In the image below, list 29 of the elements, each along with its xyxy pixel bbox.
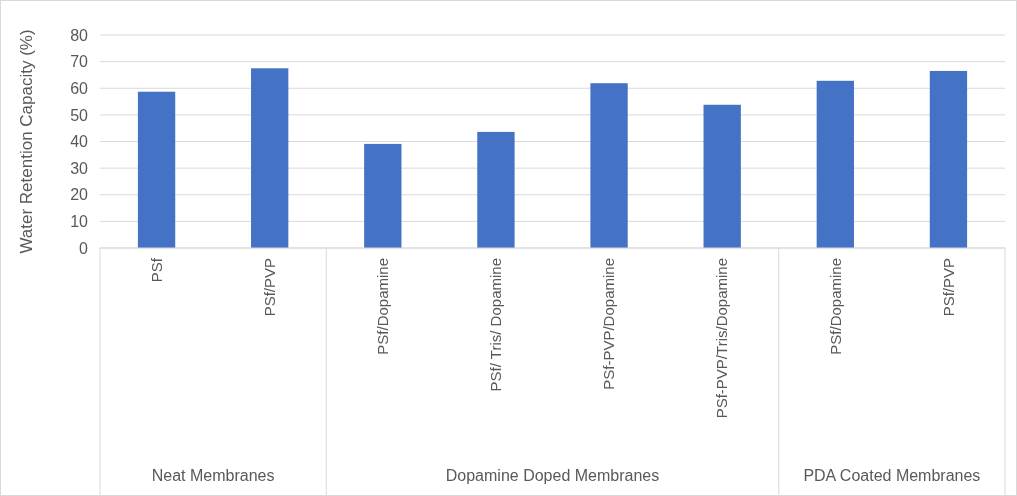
- x-tick-label: PSf/Dopamine: [374, 258, 392, 355]
- y-tick-label: 10: [70, 212, 89, 230]
- x-tick-label: PSf/ Tris/ Dopamine: [487, 258, 505, 392]
- y-tick-label: 40: [70, 133, 89, 151]
- y-axis-title: Water Retention Capacity (%): [17, 29, 36, 254]
- y-tick-label: 70: [70, 53, 89, 71]
- x-tick-label: PSf-PVP/Tris/Dopamine: [713, 258, 731, 419]
- x-tick-label: PSf/Dopamine: [826, 258, 844, 355]
- text: Dopamine Doped Membranes: [445, 467, 660, 484]
- bar: [364, 143, 402, 248]
- text: PDA Coated Membranes: [803, 467, 981, 484]
- x-tick-label: PSf: [147, 257, 165, 283]
- x-tick-label: PSf/PVP: [260, 258, 278, 317]
- bar: [929, 70, 968, 248]
- y-tick-label: 0: [79, 239, 89, 257]
- text: Neat Membranes: [151, 467, 275, 484]
- bar: [703, 104, 741, 248]
- y-tick-label: 20: [70, 186, 89, 204]
- bar: [816, 80, 854, 248]
- bar: [590, 83, 628, 248]
- bar: [137, 91, 176, 248]
- bar: [477, 131, 515, 248]
- y-tick-label: 80: [70, 26, 89, 44]
- bar: [251, 68, 289, 248]
- y-tick-label: 50: [70, 106, 89, 124]
- x-tick-label: PSf/PVP: [939, 258, 957, 317]
- x-tick-label: PSf-PVP/Dopamine: [600, 258, 618, 390]
- y-tick-label: 60: [70, 79, 89, 97]
- y-tick-label: 30: [70, 159, 89, 177]
